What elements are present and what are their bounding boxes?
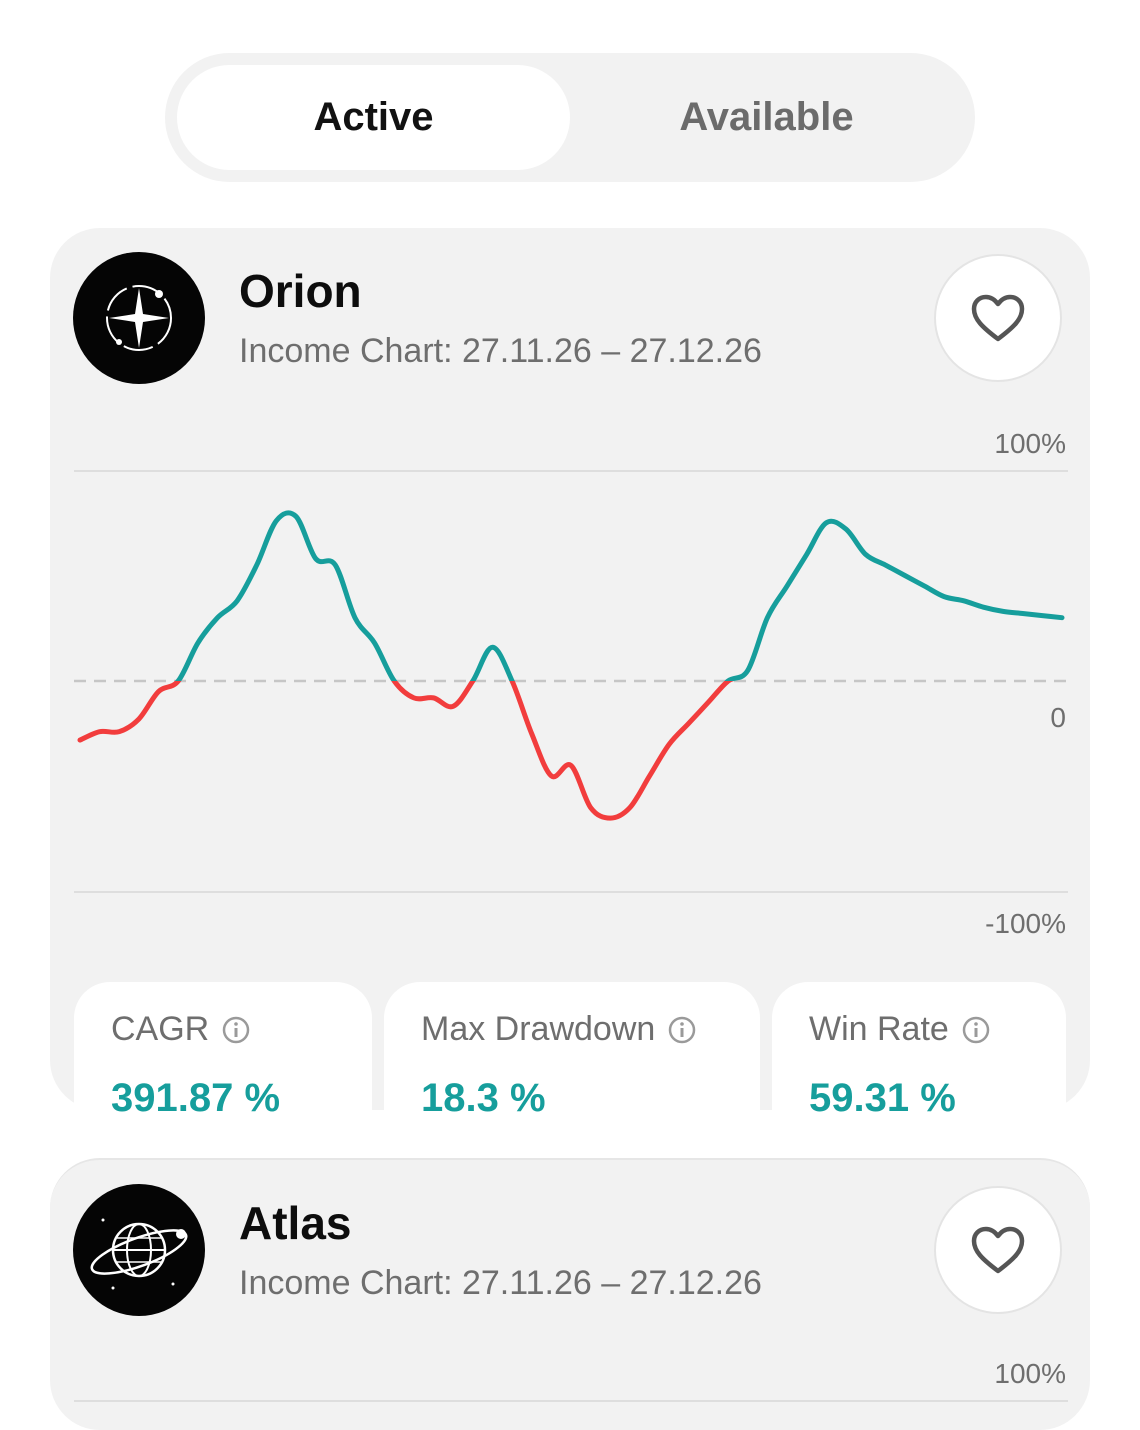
strategy-card-atlas[interactable]: Atlas Income Chart: 27.11.26 – 27.12.26 … xyxy=(50,1158,1090,1430)
y-axis-min-label: -100% xyxy=(985,908,1066,939)
tab-available[interactable]: Available xyxy=(679,95,854,139)
metric-label: CAGR xyxy=(111,1010,210,1048)
gridline-top xyxy=(74,470,1068,472)
series-line-negative xyxy=(77,681,734,821)
metric-label: Max Drawdown xyxy=(421,1010,656,1048)
series-line-positive xyxy=(174,510,1065,681)
strategy-name: Orion xyxy=(239,265,362,317)
tab-active[interactable]: Active xyxy=(177,65,570,170)
favorite-button[interactable] xyxy=(934,254,1062,382)
gridline-top xyxy=(74,1400,1068,1402)
strategy-name: Atlas xyxy=(239,1197,352,1249)
y-axis-max-label: 100% xyxy=(994,428,1066,459)
favorite-button[interactable] xyxy=(934,1186,1062,1314)
metric-value: 59.31 % xyxy=(809,1076,956,1120)
metric-value: 391.87 % xyxy=(111,1076,281,1120)
income-chart-range: Income Chart: 27.11.26 – 27.12.26 xyxy=(239,1264,762,1302)
income-chart-range: Income Chart: 27.11.26 – 27.12.26 xyxy=(239,332,762,370)
metric-value: 18.3 % xyxy=(421,1076,546,1120)
globe-orbit-icon xyxy=(73,1184,205,1316)
income-chart xyxy=(74,510,1068,821)
metric-card-max-drawdown: Max Drawdown 18.3 % xyxy=(384,982,760,1120)
info-icon[interactable] xyxy=(961,1015,991,1045)
compass-star-icon xyxy=(73,252,205,384)
metric-label: Win Rate xyxy=(809,1010,949,1048)
metric-card-cagr: CAGR 391.87 % xyxy=(74,982,372,1120)
info-icon[interactable] xyxy=(667,1015,697,1045)
y-axis-max-label: 100% xyxy=(994,1358,1066,1389)
segmented-control: Active Available xyxy=(165,53,975,182)
gridline-bottom xyxy=(74,891,1068,893)
metric-card-win-rate: Win Rate 59.31 % xyxy=(772,982,1066,1120)
heart-outline-icon xyxy=(971,1226,1025,1274)
info-icon[interactable] xyxy=(221,1015,251,1045)
heart-outline-icon xyxy=(971,294,1025,342)
y-axis-zero-label: 0 xyxy=(1050,702,1066,733)
strategy-card-orion[interactable]: Orion Income Chart: 27.11.26 – 27.12.26 … xyxy=(50,228,1090,1120)
